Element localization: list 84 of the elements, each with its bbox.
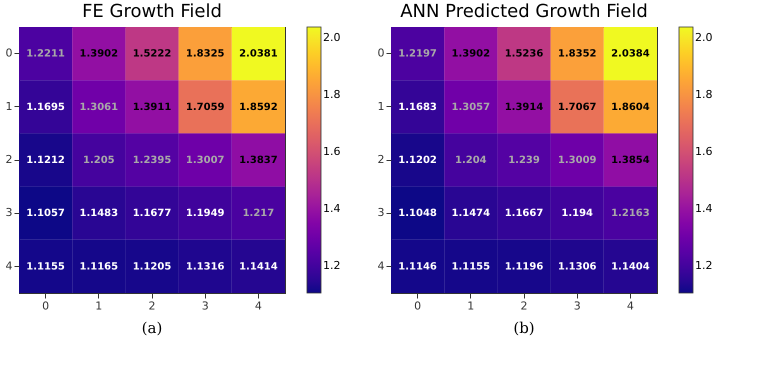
data-label: 1.1677 — [132, 208, 172, 220]
data-label: 1.2211 — [26, 48, 65, 60]
y-tick-label: 4 — [378, 259, 384, 272]
color-bar-label: 1.6 — [695, 144, 712, 158]
y-tick-label: 1 — [6, 100, 12, 113]
text: (b) — [513, 319, 535, 337]
chart-title: FE Growth Field — [82, 1, 222, 22]
data-label: 1.2163 — [611, 208, 650, 220]
x-tick-label: 0 — [414, 300, 422, 312]
data-label: 1.8352 — [558, 48, 597, 60]
data-label: 1.1212 — [26, 155, 65, 166]
color-bar-label: 1.8 — [323, 88, 340, 101]
color-bar-label: 1.8 — [695, 88, 712, 101]
data-label: 1.1155 — [452, 261, 490, 272]
y-tick-label: 0 — [6, 46, 12, 60]
data-label: 1.1155 — [26, 261, 65, 272]
color-bar-label: 1.4 — [695, 202, 712, 215]
color-bar-label: 2.0 — [323, 30, 340, 44]
x-tick-label: 1 — [95, 300, 102, 312]
data-label: 1.1667 — [504, 208, 544, 220]
data-label: 1.204 — [454, 155, 487, 166]
y-tick-label: 0 — [378, 46, 384, 60]
y-tick-label: 2 — [6, 153, 12, 166]
x-tick-label: 4 — [626, 300, 634, 312]
data-label: 1.239 — [508, 155, 540, 166]
x-tick-label: 2 — [520, 300, 528, 312]
data-label: 1.3061 — [80, 102, 118, 113]
x-tick-label: 4 — [254, 300, 262, 312]
data-label: 1.1146 — [398, 261, 437, 272]
data-label: 1.1683 — [398, 102, 437, 113]
data-label: 1.7067 — [558, 102, 597, 113]
data-label: 1.3854 — [611, 155, 650, 166]
data-label: 1.3837 — [239, 155, 278, 166]
data-label: 1.3914 — [504, 102, 544, 113]
data-label: 1.5236 — [504, 48, 544, 60]
color-bar-label: 1.2 — [695, 258, 712, 272]
data-label: 1.1474 — [452, 208, 490, 220]
data-label: 1.1196 — [504, 261, 544, 272]
color-bar-label: 2.0 — [695, 30, 712, 44]
data-label: 1.1202 — [398, 155, 437, 166]
x-tick-label: 2 — [148, 300, 156, 312]
data-label: 1.205 — [82, 155, 115, 166]
x-tick-label: 3 — [202, 300, 209, 312]
data-label: 1.8592 — [239, 102, 278, 113]
data-label: 1.1057 — [26, 208, 65, 220]
data-label: 1.3009 — [558, 155, 597, 166]
data-label: 1.2395 — [132, 155, 172, 166]
data-label: 1.3902 — [80, 48, 118, 60]
chart-title: ANN Predicted Growth Field — [400, 1, 648, 22]
y-tick-label: 3 — [378, 206, 384, 220]
data-label: 1.8604 — [611, 102, 650, 113]
data-label: 1.1306 — [558, 261, 597, 272]
data-label: 2.0381 — [239, 48, 278, 60]
color-bar-label: 1.6 — [323, 144, 340, 158]
data-label: 1.5222 — [132, 48, 172, 60]
y-tick-label: 1 — [378, 100, 384, 113]
y-tick-label: 4 — [6, 259, 12, 272]
color-bar-label: 1.4 — [323, 202, 340, 216]
data-label: 1.3911 — [132, 102, 172, 113]
data-label: 1.1048 — [398, 208, 437, 220]
y-tick-label: 2 — [378, 153, 384, 166]
data-label: 1.1165 — [80, 261, 118, 272]
data-label: 1.1414 — [239, 261, 278, 272]
data-label: 1.1316 — [186, 261, 225, 272]
data-label: 1.8325 — [186, 48, 225, 60]
data-label: 1.3007 — [186, 155, 225, 166]
x-tick-label: 1 — [467, 300, 474, 312]
data-label: 1.217 — [242, 208, 274, 220]
data-label: 1.7059 — [186, 102, 225, 113]
data-label: 1.3057 — [452, 102, 490, 113]
y-tick-label: 3 — [6, 206, 12, 220]
data-label: 1.2197 — [398, 48, 437, 60]
data-label: 1.194 — [561, 208, 594, 220]
data-label: 1.1404 — [611, 261, 650, 272]
color-bar-label: 1.2 — [323, 259, 340, 272]
text: (a) — [142, 319, 162, 337]
data-label: 1.1205 — [132, 261, 172, 272]
x-tick-label: 0 — [42, 300, 50, 312]
x-tick-label: 3 — [574, 300, 581, 312]
data-label: 1.1695 — [26, 102, 65, 113]
data-label: 1.1949 — [186, 208, 225, 220]
data-label: 1.3902 — [452, 48, 490, 60]
data-label: 1.1483 — [80, 208, 118, 220]
data-label: 2.0384 — [611, 48, 650, 60]
